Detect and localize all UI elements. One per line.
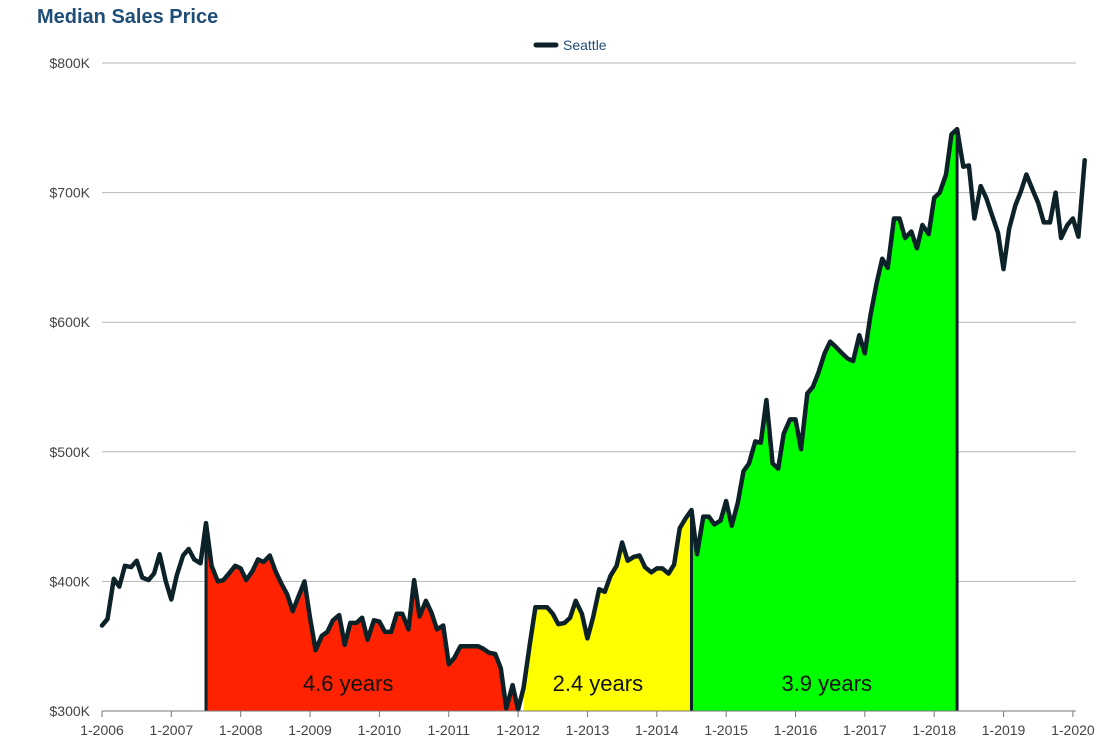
y-tick-label: $300K <box>50 703 91 719</box>
x-tick-label: 1-2007 <box>150 722 194 738</box>
period-labels: 4.6 years 2.4 years 3.9 years <box>303 671 872 696</box>
y-tick-label: $400K <box>50 573 91 589</box>
x-tick-label: 1-2011 <box>427 722 470 738</box>
period-fill-3 <box>691 129 958 711</box>
period-label-1: 4.6 years <box>303 671 394 696</box>
x-tick-label: 1-2013 <box>566 722 610 738</box>
x-tick-label: 1-2016 <box>774 722 818 738</box>
x-tick-label: 1-2006 <box>80 722 124 738</box>
period-fill-2 <box>523 510 692 711</box>
x-tick-label: 1-2008 <box>219 722 263 738</box>
series-lines <box>99 126 1087 712</box>
period-fill-1 <box>206 523 519 711</box>
x-tick-label: 1-2018 <box>912 722 956 738</box>
x-tick-label: 1-2019 <box>982 722 1026 738</box>
period-fills <box>206 129 958 711</box>
period-label-3: 3.9 years <box>781 671 872 696</box>
x-tick-label: 1-2015 <box>704 722 748 738</box>
series-line-seattle <box>99 126 1087 712</box>
y-tick-label: $500K <box>50 444 91 460</box>
y-tick-label: $600K <box>50 314 91 330</box>
y-tick-label: $700K <box>50 185 91 201</box>
period-label-2: 2.4 years <box>553 671 644 696</box>
axes: $300K $400K $500K $600K $700K $800K 1-2006 1-20… <box>50 55 1095 738</box>
period-markers <box>204 129 959 711</box>
x-tick-label: 1-2010 <box>358 722 402 738</box>
x-tick-label: 1-2020 <box>1051 722 1095 738</box>
x-tick-label: 1-2012 <box>496 722 540 738</box>
x-tick-label: 1-2017 <box>843 722 887 738</box>
x-tick-label: 1-2014 <box>635 722 679 738</box>
chart-title: Median Sales Price <box>37 6 219 28</box>
y-tick-label: $800K <box>50 55 91 71</box>
legend[interactable]: Seattle <box>533 37 607 53</box>
x-tick-label: 1-2009 <box>288 722 332 738</box>
legend-label-seattle[interactable]: Seattle <box>563 37 607 53</box>
